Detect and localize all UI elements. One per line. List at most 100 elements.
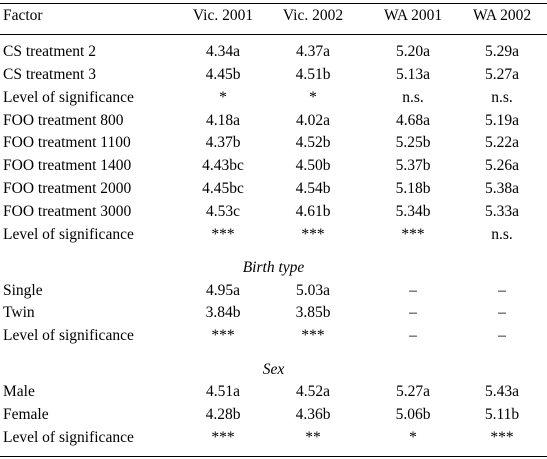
cell-factor: FOO treatment 3000 [3,203,132,220]
cell-wa-2001: – [409,327,417,344]
cell-wa-2001: 5.18b [395,180,431,197]
cell-wa-2002: 5.38a [484,180,519,197]
cell-vic-2002: * [309,89,317,106]
cell-vic-2001: * [219,89,227,106]
table-row: FOO treatment 1400 4.43bc 4.50b 5.37b 5.26a [0,155,547,177]
cell-vic-2001: 3.84b [205,304,241,321]
cell-wa-2001: 4.68a [395,112,430,129]
cell-vic-2002: 4.54b [295,180,331,197]
table-row: FOO treatment 1100 4.37b 4.52b 5.25b 5.22a [0,132,547,154]
cell-vic-2002: 4.36b [295,406,331,423]
section-heading: Sex [0,359,547,381]
cell-vic-2001: 4.43bc [202,157,244,174]
table-row: CS treatment 3 4.45b 4.51b 5.13a 5.27a [0,64,547,86]
cell-vic-2002: 4.37a [295,43,330,60]
cell-wa-2002: 5.33a [484,203,519,220]
cell-wa-2002: 5.19a [484,112,519,129]
cell-vic-2001: 4.28b [205,406,241,423]
section-title: Birth type [242,259,305,276]
cell-vic-2002: 3.85b [295,304,331,321]
header-wa-2001: WA 2001 [383,7,443,24]
cell-wa-2002: – [498,282,506,299]
cell-wa-2002: n.s. [491,89,513,106]
cell-wa-2002: 5.29a [484,43,519,60]
cell-factor: FOO treatment 800 [3,112,124,129]
cell-wa-2001: 5.27a [395,383,430,400]
cell-wa-2001: 5.25b [395,134,431,151]
cell-factor: Level of significance [3,327,134,344]
table-row: CS treatment 2 4.34a 4.37a 5.20a 5.29a [0,41,547,63]
cell-wa-2001: 5.06b [395,406,431,423]
table-row: Female 4.28b 4.36b 5.06b 5.11b [0,404,547,426]
cell-factor: Female [3,406,49,423]
header-factor: Factor [3,7,43,24]
table-row: FOO treatment 2000 4.45bc 4.54b 5.18b 5.38a [0,178,547,200]
cell-factor: Level of significance [3,89,134,106]
cell-wa-2002: *** [490,429,514,446]
cell-factor: CS treatment 3 [3,66,96,83]
cell-wa-2002: 5.43a [484,383,519,400]
cell-vic-2002: 4.52b [295,134,331,151]
cell-vic-2001: 4.51a [205,383,240,400]
cell-wa-2001: * [409,429,417,446]
cell-vic-2002: 5.03a [295,282,330,299]
cell-factor: FOO treatment 1400 [3,157,132,174]
table-row: Male 4.51a 4.52a 5.27a 5.43a [0,381,547,403]
header-vic-2001: Vic. 2001 [192,7,254,24]
cell-vic-2001: 4.18a [205,112,240,129]
table-row: Twin 3.84b 3.85b – – [0,302,547,324]
cell-wa-2002: 5.22a [484,134,519,151]
cell-wa-2002: n.s. [491,226,513,243]
cell-wa-2001: 5.20a [395,43,430,60]
cell-vic-2001: 4.45bc [202,180,244,197]
section-heading: Birth type [0,257,547,279]
cell-factor: CS treatment 2 [3,43,96,60]
cell-factor: Twin [3,304,35,321]
table-row: Level of significance *** ** * *** [0,427,547,449]
header-vic-2002: Vic. 2002 [282,7,344,24]
table-row: FOO treatment 800 4.18a 4.02a 4.68a 5.19a [0,110,547,132]
cell-wa-2001: 5.37b [395,157,431,174]
cell-vic-2001: 4.34a [205,43,240,60]
cell-wa-2001: 5.34b [395,203,431,220]
cell-vic-2002: 4.51b [295,66,331,83]
cell-factor: FOO treatment 1100 [3,134,131,151]
cell-vic-2002: *** [301,226,325,243]
cell-vic-2001: *** [211,429,235,446]
section-title: Sex [262,361,285,378]
table-row: FOO treatment 3000 4.53c 4.61b 5.34b 5.33a [0,201,547,223]
cell-wa-2002: – [498,304,506,321]
cell-wa-2001: – [409,304,417,321]
header-row: Factor Vic. 2001 Vic. 2002 WA 2001 WA 20… [0,5,547,27]
cell-wa-2002: 5.11b [484,406,520,423]
cell-vic-2002: ** [305,429,321,446]
cell-vic-2001: *** [211,226,235,243]
cell-factor: Level of significance [3,226,134,243]
header-rule [0,34,547,35]
cell-vic-2002: *** [301,327,325,344]
cell-wa-2001: n.s. [402,89,424,106]
cell-wa-2002: – [498,327,506,344]
cell-wa-2002: 5.26a [484,157,519,174]
cell-vic-2002: 4.52a [295,383,330,400]
cell-vic-2001: 4.37b [205,134,241,151]
cell-factor: Male [3,383,35,400]
cell-vic-2002: 4.02a [295,112,330,129]
cell-wa-2001: *** [401,226,425,243]
cell-factor: Level of significance [3,429,134,446]
table-row: Single 4.95a 5.03a – – [0,280,547,302]
table-row: Level of significance *** *** – – [0,325,547,347]
header-wa-2002: WA 2002 [472,7,532,24]
cell-vic-2001: 4.95a [205,282,240,299]
cell-vic-2001: 4.53c [205,203,240,220]
table-row: Level of significance *** *** *** n.s. [0,224,547,246]
table-row: Level of significance * * n.s. n.s. [0,87,547,109]
cell-vic-2002: 4.50b [295,157,331,174]
cell-vic-2001: 4.45b [205,66,241,83]
cell-vic-2001: *** [211,327,235,344]
cell-factor: FOO treatment 2000 [3,180,132,197]
cell-vic-2002: 4.61b [295,203,331,220]
bottom-rule [0,456,547,457]
top-rule [0,3,547,4]
